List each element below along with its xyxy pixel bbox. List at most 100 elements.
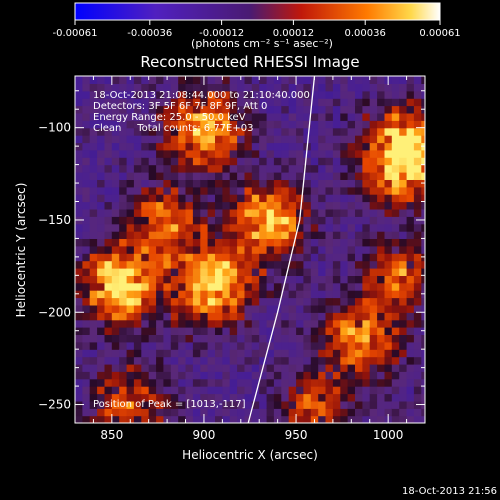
heatmap-cell: [347, 216, 356, 225]
colorbar-tick-label: 0.00061: [419, 28, 460, 39]
heatmap-cell: [362, 112, 371, 121]
heatmap-cell: [340, 356, 349, 365]
heatmap-cell: [126, 341, 135, 350]
heatmap-cell: [406, 268, 415, 276]
heatmap-cell: [170, 393, 179, 402]
heatmap-cell: [178, 105, 187, 114]
heatmap-cell: [281, 415, 290, 423]
heatmap-cell: [369, 275, 378, 284]
heatmap-cell: [355, 83, 363, 92]
heatmap-cell: [325, 282, 334, 291]
heatmap-cell: [178, 149, 187, 158]
heatmap-cell: [281, 238, 290, 247]
heatmap-cell: [288, 149, 297, 158]
heatmap-cell: [215, 245, 223, 254]
heatmap-cell: [82, 201, 91, 210]
heatmap-cell: [266, 319, 275, 328]
heatmap-cell: [229, 408, 238, 417]
heatmap-cell: [421, 120, 425, 129]
colorbar-ticks: -0.00061 -0.00036 -0.00012 0.00012 0.00036 0.…: [53, 20, 461, 39]
heatmap-cell: [355, 363, 363, 372]
heatmap-cell: [133, 363, 142, 372]
heatmap-cell: [170, 363, 179, 372]
heatmap-cell: [82, 319, 91, 328]
heatmap-cell: [355, 238, 363, 247]
heatmap-cell: [111, 415, 120, 423]
heatmap-cell: [148, 290, 157, 299]
heatmap-cell: [111, 112, 120, 121]
heatmap-cell: [281, 135, 290, 144]
heatmap-cell: [281, 334, 290, 343]
heatmap-cell: [399, 260, 408, 269]
heatmap-cell: [244, 157, 253, 166]
heatmap-cell: [237, 135, 246, 144]
heatmap-cell: [310, 142, 319, 151]
heatmap-cell: [332, 290, 341, 299]
heatmap-cell: [229, 208, 238, 217]
heatmap-cell: [200, 290, 209, 299]
heatmap-cell: [141, 393, 150, 402]
heatmap-cell: [362, 393, 371, 402]
heatmap-cell: [281, 312, 290, 321]
heatmap-cell: [384, 363, 393, 372]
heatmap-cell: [325, 297, 334, 306]
heatmap-cell: [259, 304, 268, 313]
heatmap-cell: [325, 98, 334, 107]
heatmap-cell: [192, 349, 201, 358]
heatmap-cell: [222, 378, 231, 387]
heatmap-cell: [111, 282, 120, 291]
heatmap-cell: [399, 127, 408, 136]
heatmap-cell: [251, 179, 260, 188]
heatmap-cell: [89, 201, 98, 210]
heatmap-cell: [296, 393, 305, 402]
heatmap-cell: [200, 378, 209, 387]
heatmap-cell: [119, 371, 128, 380]
heatmap-cell: [178, 172, 187, 180]
heatmap-cell: [347, 334, 356, 343]
heatmap-cell: [75, 304, 83, 313]
heatmap-cell: [303, 304, 312, 313]
heatmap-cell: [340, 76, 349, 84]
heatmap-cell: [170, 282, 179, 291]
heatmap-cell: [244, 149, 253, 158]
heatmap-cell: [178, 135, 187, 144]
heatmap-cell: [421, 98, 425, 107]
heatmap-cell: [369, 201, 378, 210]
heatmap-cell: [406, 105, 415, 114]
heatmap-cell: [325, 105, 334, 114]
heatmap-cell: [377, 120, 386, 129]
heatmap-cell: [251, 363, 260, 372]
heatmap-cell: [192, 231, 201, 239]
heatmap-cell: [126, 275, 135, 284]
heatmap-cell: [377, 179, 386, 188]
heatmap-cell: [391, 290, 400, 299]
heatmap-cell: [104, 334, 113, 343]
heatmap-cell: [406, 253, 415, 262]
heatmap-cell: [288, 208, 297, 217]
heatmap-cell: [215, 186, 223, 195]
heatmap-cell: [266, 105, 275, 114]
heatmap-cell: [355, 245, 363, 254]
heatmap-cell: [266, 327, 275, 335]
heatmap-cell: [170, 223, 179, 232]
heatmap-cell: [215, 216, 223, 225]
heatmap-cell: [421, 386, 425, 395]
heatmap-cell: [185, 393, 194, 402]
heatmap-cell: [421, 201, 425, 210]
heatmap-cell: [178, 319, 187, 328]
heatmap-cell: [340, 341, 349, 350]
heatmap-cell: [97, 304, 106, 313]
heatmap-cell: [384, 179, 393, 188]
heatmap-cell: [119, 223, 128, 232]
heatmap-cell: [296, 172, 305, 180]
heatmap-cell: [281, 186, 290, 195]
heatmap-cell: [332, 268, 341, 276]
heatmap-cell: [244, 142, 253, 151]
heatmap-cell: [413, 297, 422, 306]
heatmap-cell: [163, 312, 172, 321]
heatmap-cell: [163, 90, 172, 99]
heatmap-cell: [310, 297, 319, 306]
heatmap-cell: [332, 76, 341, 84]
heatmap-cell: [288, 157, 297, 166]
heatmap-cell: [369, 349, 378, 358]
